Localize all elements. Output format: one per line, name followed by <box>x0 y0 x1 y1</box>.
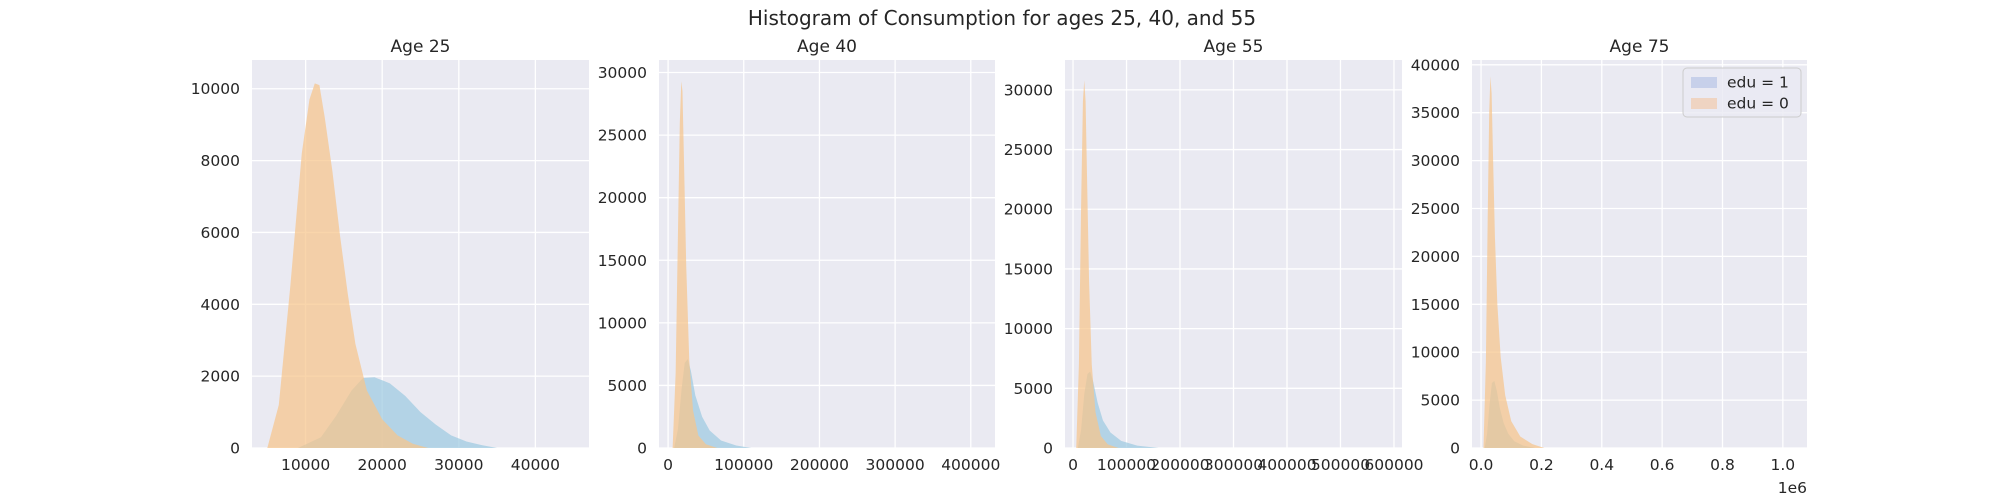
y-tick-label: 25000 <box>598 127 647 145</box>
x-tick-label: 0.2 <box>1529 456 1554 474</box>
y-tick-label: 5000 <box>1014 380 1053 398</box>
x-tick-label: 100000 <box>714 456 773 474</box>
y-tick-label: 10000 <box>191 80 240 98</box>
x-tick-label: 0 <box>663 456 673 474</box>
histogram-series-edu-0 <box>1076 80 1119 449</box>
x-tick-label: 400000 <box>941 456 1000 474</box>
x-tick-label: 200000 <box>1150 456 1209 474</box>
y-tick-label: 0 <box>637 440 647 458</box>
subplot-4: Age 75 0.0 0.2 0.4 0.6 0.8 1.0 0 5000 10000 15000 2… <box>1411 37 1807 497</box>
x-tick-label: 600000 <box>1364 456 1423 474</box>
y-tick-label: 35000 <box>1411 104 1460 122</box>
x-tick-label: 400000 <box>1257 456 1316 474</box>
subplot-1: Age 25 10000 20000 30000 40000 0 2000 4000 6000 8… <box>191 37 589 474</box>
x-tick-label: 0 <box>1068 456 1078 474</box>
y-tick-label: 10000 <box>1411 344 1460 362</box>
x-tick-label: 500000 <box>1311 456 1370 474</box>
x-tick-label: 100000 <box>1097 456 1156 474</box>
y-tick-label: 40000 <box>1411 56 1460 74</box>
x-tick-label: 40000 <box>511 456 560 474</box>
y-tick-label: 6000 <box>201 224 240 242</box>
y-tick-label: 20000 <box>1004 201 1053 219</box>
y-tick-label: 0 <box>1450 440 1460 458</box>
y-tick-label: 20000 <box>1411 248 1460 266</box>
x-tick-label: 0.4 <box>1589 456 1614 474</box>
histogram-series-edu-0 <box>672 81 718 449</box>
y-tick-label: 10000 <box>598 314 647 332</box>
legend-swatch <box>1691 77 1717 88</box>
y-tick-label: 10000 <box>1004 320 1053 338</box>
legend-label: edu = 0 <box>1727 95 1789 113</box>
subplot-title: Age 55 <box>1204 37 1264 57</box>
x-tick-label: 200000 <box>790 456 849 474</box>
subplot-3: Age 550 100000200000300000400000500000600… <box>1004 37 1424 474</box>
x-tick-label: 300000 <box>1204 456 1263 474</box>
x-tick-label: 10000 <box>281 456 330 474</box>
legend-label: edu = 1 <box>1727 74 1789 92</box>
x-tick-label: 30000 <box>434 456 483 474</box>
y-tick-label: 0 <box>230 440 240 458</box>
y-tick-label: 0 <box>1043 440 1053 458</box>
x-offset-label: 1e6 <box>1778 479 1807 497</box>
y-tick-label: 5000 <box>608 377 647 395</box>
y-tick-label: 15000 <box>1411 296 1460 314</box>
y-tick-label: 20000 <box>598 189 647 207</box>
x-tick-label: 300000 <box>866 456 925 474</box>
figure-suptitle: Histogram of Consumption for ages 25, 40… <box>748 6 1256 30</box>
y-tick-label: 30000 <box>598 64 647 82</box>
x-tick-label: 0.6 <box>1650 456 1675 474</box>
y-tick-label: 15000 <box>1004 260 1053 278</box>
y-tick-label: 25000 <box>1411 200 1460 218</box>
legend: edu = 1 edu = 0 <box>1682 67 1802 118</box>
subplot-title: Age 75 <box>1610 37 1670 57</box>
plot-area <box>659 60 995 448</box>
x-tick-label: 20000 <box>358 456 407 474</box>
subplot-2: Age 40 0 100000 200000 300000 400000 0 5000 1000… <box>598 37 1001 474</box>
subplot-title: Age 40 <box>797 37 857 57</box>
plot-area <box>1472 60 1807 448</box>
y-tick-label: 4000 <box>201 296 240 314</box>
x-tick-label: 0.0 <box>1469 456 1494 474</box>
histogram-series-edu-0 <box>1483 76 1545 448</box>
x-tick-label: 1.0 <box>1771 456 1796 474</box>
y-tick-label: 30000 <box>1004 81 1053 99</box>
y-tick-label: 8000 <box>201 152 240 170</box>
y-tick-label: 2000 <box>201 368 240 386</box>
x-tick-label: 0.8 <box>1710 456 1735 474</box>
y-tick-label: 15000 <box>598 252 647 270</box>
histogram-series-edu-0 <box>267 83 429 448</box>
subplot-title: Age 25 <box>391 37 451 57</box>
y-tick-label: 25000 <box>1004 141 1053 159</box>
y-tick-label: 5000 <box>1421 392 1460 410</box>
legend-swatch <box>1691 98 1717 109</box>
y-tick-label: 30000 <box>1411 152 1460 170</box>
